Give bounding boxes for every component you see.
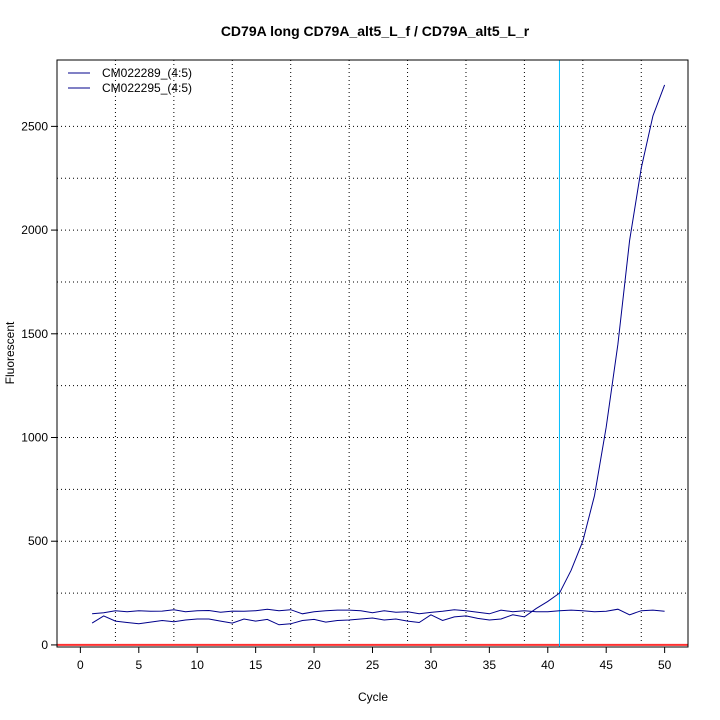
- x-tick-label: 30: [424, 658, 438, 672]
- x-tick-label: 35: [483, 658, 497, 672]
- chart-title: CD79A long CD79A_alt5_L_f / CD79A_alt5_L…: [221, 23, 530, 39]
- y-tick-label: 2500: [21, 119, 48, 133]
- x-tick-label: 20: [307, 658, 321, 672]
- y-tick-label: 500: [28, 534, 48, 548]
- legend: CM022289_(4:5)CM022295_(4:5): [68, 66, 192, 95]
- x-tick-label: 40: [541, 658, 555, 672]
- x-tick-label: 45: [600, 658, 614, 672]
- x-tick-label: 10: [191, 658, 205, 672]
- series-line-2: [91, 84, 666, 626]
- x-tick-label: 50: [658, 658, 672, 672]
- y-tick-label: 2000: [21, 223, 48, 237]
- plot-marks: [57, 60, 688, 647]
- x-tick-label: 25: [366, 658, 380, 672]
- x-tick-label: 0: [77, 658, 84, 672]
- x-tick-label: 15: [249, 658, 263, 672]
- legend-label-1: CM022289_(4:5): [102, 66, 192, 80]
- y-tick-label: 1500: [21, 327, 48, 341]
- x-tick-label: 5: [135, 658, 142, 672]
- x-axis-label: Cycle: [358, 690, 388, 704]
- y-axis-label: Fluorescent: [3, 321, 17, 384]
- series-line-1: [92, 608, 665, 616]
- y-tick-label: 0: [41, 638, 48, 652]
- y-tick-label: 1000: [21, 431, 48, 445]
- plot-frame: [56, 59, 689, 648]
- legend-label-2: CM022295_(4:5): [102, 81, 192, 95]
